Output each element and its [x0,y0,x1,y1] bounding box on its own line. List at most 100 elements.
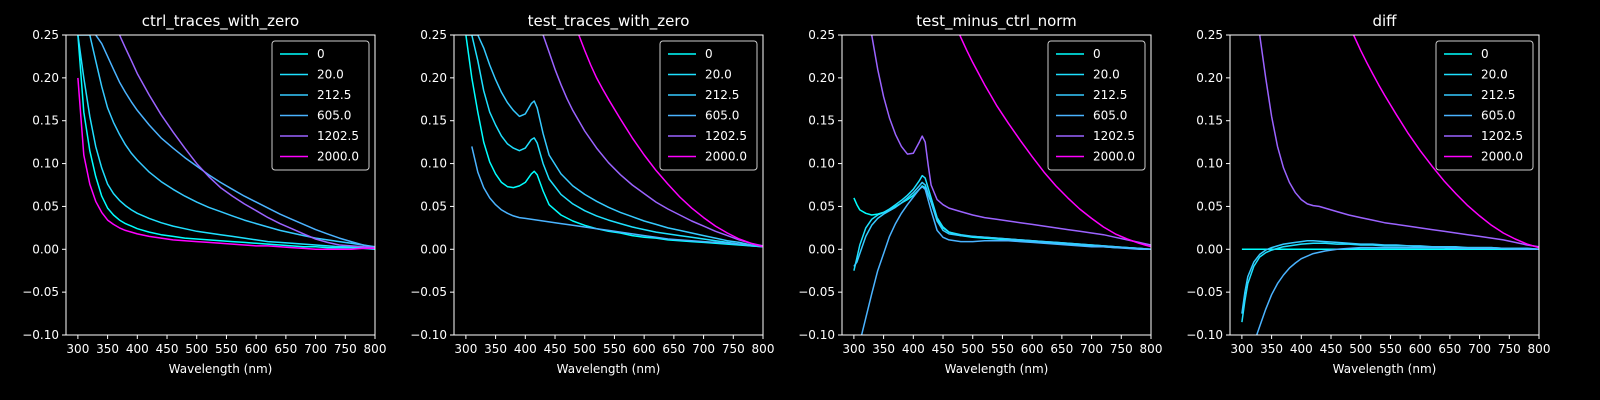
legend-label: 20.0 [1481,68,1508,82]
legend-label: 212.5 [1093,88,1127,102]
chart-panel-2: 300 350 400 450 500 550 600 650 700 750 800 −0.10 −0… [410,12,774,376]
x-tick-label: 750 [722,342,745,356]
series-line-605-0 [1255,246,1539,335]
y-tick-label: 0.25 [32,28,59,42]
chart-title: ctrl_traces_with_zero [142,12,299,31]
legend-label: 1202.5 [1093,129,1135,143]
legend: 0 20.0 212.5 605.0 1202.5 2000.0 [1047,40,1146,171]
series-line-0 [77,35,375,251]
series-line-1202-5 [118,35,375,249]
x-tick-label: 600 [245,342,268,356]
x-tick-label: 700 [692,342,715,356]
series-line-212-5 [471,35,763,248]
x-tick-label: 600 [1021,342,1044,356]
chart-panel-3: 300 350 400 450 500 550 600 650 700 750 800 −0.10 −0… [798,12,1162,376]
y-tick-label: 0.20 [1196,71,1223,85]
y-tick-label: −0.10 [22,328,59,342]
legend-box [1435,40,1534,171]
x-tick-label: 550 [215,342,238,356]
x-tick-label: 800 [364,342,387,356]
x-tick-label: 500 [573,342,596,356]
legend-label: 2000.0 [1093,150,1135,164]
legend-label: 0 [705,47,713,61]
series-line-20-0 [77,35,375,250]
legend-label: 20.0 [317,68,344,82]
axes-frame [65,34,376,336]
legend: 0 20.0 212.5 605.0 1202.5 2000.0 [659,40,758,171]
series-line-605-0 [860,185,1151,335]
x-tick-label: 550 [603,342,626,356]
y-tick-label: 0.20 [32,71,59,85]
axes-frame [1229,34,1540,336]
series-line-20-0 [465,35,763,248]
y-tick-label: −0.10 [1186,328,1223,342]
y-tick-label: −0.10 [410,328,447,342]
chart-panel-4: 300 350 400 450 500 550 600 650 700 750 800 −0.10 −0… [1186,12,1550,376]
series-line-1202-5 [870,35,1151,246]
x-tick-label: 300 [1230,342,1253,356]
series-line-212-5 [853,181,1151,267]
x-tick-label: 450 [1320,342,1343,356]
x-tick-label: 800 [1528,342,1551,356]
chart-panel-1: 300 350 400 450 500 550 600 650 700 750 800 −0.10 −0… [22,12,386,376]
y-tick-label: 0.15 [1196,114,1223,128]
legend-label: 2000.0 [317,150,359,164]
legend-label: 20.0 [705,68,732,82]
legend-label: 2000.0 [1481,150,1523,164]
legend-label: 212.5 [1481,88,1515,102]
series-line-212-5 [77,35,375,248]
axes-frame [453,34,764,336]
legend-box [271,40,370,171]
y-tick-label: 0.05 [808,199,835,213]
series-line-1202-5 [1258,35,1539,248]
axes-frame [841,34,1152,336]
y-tick-label: 0.25 [1196,28,1223,42]
x-tick-label: 500 [961,342,984,356]
y-tick-label: 0.20 [808,71,835,85]
x-tick-label: 500 [185,342,208,356]
legend-label: 605.0 [1093,109,1127,123]
x-tick-label: 650 [1050,342,1073,356]
y-tick-label: 0.25 [420,28,447,42]
legend: 0 20.0 212.5 605.0 1202.5 2000.0 [1435,40,1534,171]
legend: 0 20.0 212.5 605.0 1202.5 2000.0 [271,40,370,171]
x-tick-label: 600 [633,342,656,356]
x-tick-label: 350 [1260,342,1283,356]
x-tick-label: 350 [484,342,507,356]
x-tick-label: 650 [274,342,297,356]
y-tick-label: 0.05 [32,199,59,213]
y-tick-label: 0.25 [808,28,835,42]
x-tick-label: 350 [96,342,119,356]
x-axis-label: Wavelength (nm) [945,362,1049,376]
x-tick-label: 600 [1409,342,1432,356]
x-tick-label: 300 [454,342,477,356]
x-tick-label: 450 [544,342,567,356]
y-tick-label: 0.15 [420,114,447,128]
legend-label: 20.0 [1093,68,1120,82]
legend-label: 605.0 [705,109,739,123]
y-tick-label: 0.00 [1196,242,1223,256]
legend-label: 212.5 [317,88,351,102]
x-tick-label: 750 [1110,342,1133,356]
series-group [465,35,763,248]
series-line-212-5 [1241,239,1539,314]
x-tick-label: 400 [514,342,537,356]
x-tick-label: 400 [126,342,149,356]
y-tick-label: 0.10 [1196,157,1223,171]
legend-label: 1202.5 [317,129,359,143]
y-tick-label: 0.00 [420,242,447,256]
series-line-2000-0 [578,35,763,248]
series-line-2000-0 [959,35,1151,248]
y-tick-label: 0.00 [32,242,59,256]
legend-label: 0 [1093,47,1101,61]
y-tick-label: 0.10 [808,157,835,171]
x-tick-label: 300 [66,342,89,356]
series-line-2000-0 [77,77,375,251]
x-tick-label: 800 [752,342,775,356]
y-tick-label: 0.15 [808,114,835,128]
x-tick-label: 550 [1379,342,1402,356]
legend-label: 605.0 [317,109,351,123]
legend-box [1047,40,1146,171]
legend-label: 1202.5 [705,129,747,143]
